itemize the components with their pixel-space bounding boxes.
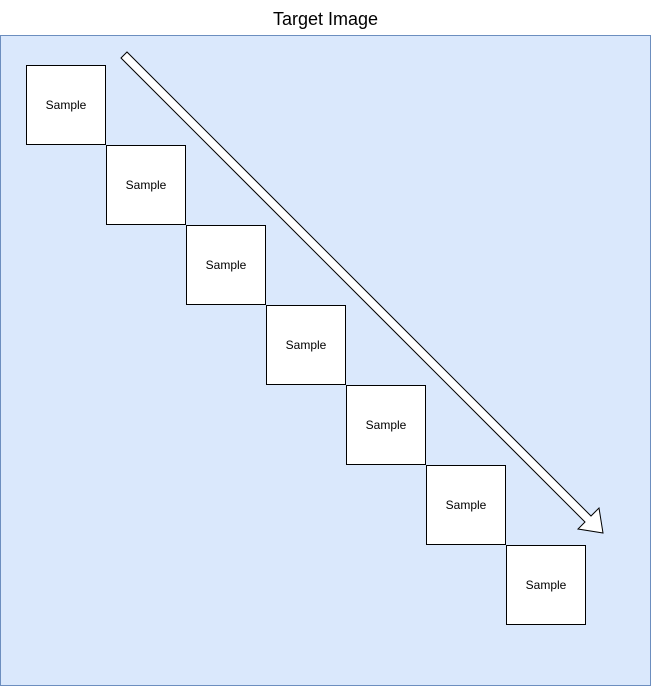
sample-box-1[interactable]: Sample bbox=[26, 65, 106, 145]
sample-box-label: Sample bbox=[285, 338, 327, 352]
sample-box-2[interactable]: Sample bbox=[106, 145, 186, 225]
sample-box-label: Sample bbox=[205, 258, 247, 272]
sample-box-label: Sample bbox=[445, 498, 487, 512]
sample-box-3[interactable]: Sample bbox=[186, 225, 266, 305]
sample-box-label: Sample bbox=[125, 178, 167, 192]
sample-box-6[interactable]: Sample bbox=[426, 465, 506, 545]
sample-box-7[interactable]: Sample bbox=[506, 545, 586, 625]
sample-box-5[interactable]: Sample bbox=[346, 385, 426, 465]
sample-box-label: Sample bbox=[365, 418, 407, 432]
sample-box-label: Sample bbox=[525, 578, 567, 592]
sample-box-label: Sample bbox=[45, 98, 87, 112]
sample-box-4[interactable]: Sample bbox=[266, 305, 346, 385]
diagram-title: Target Image bbox=[272, 9, 379, 29]
